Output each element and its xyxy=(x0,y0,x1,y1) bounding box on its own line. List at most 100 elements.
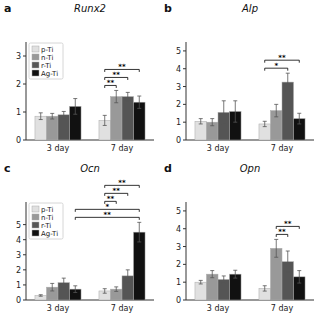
x-tick-label: 3 day xyxy=(207,304,230,313)
error-bar xyxy=(263,286,267,291)
error-bar xyxy=(50,283,54,291)
plot-area xyxy=(195,73,305,140)
error-bar xyxy=(114,90,118,102)
y-tick xyxy=(183,210,186,211)
error-bar xyxy=(137,96,141,108)
legend-label: n-Ti xyxy=(41,54,53,62)
sig-label: ** xyxy=(118,179,126,187)
error-bar xyxy=(263,121,267,126)
y-tick xyxy=(23,140,26,141)
y-tick xyxy=(183,104,186,105)
panel: 01233 day7 dayRunx2a******p-Tin-Tir-TiAg… xyxy=(4,2,154,153)
x-tick-label: 3 day xyxy=(47,144,70,153)
error-bar xyxy=(103,115,107,125)
sig-label: ** xyxy=(113,187,121,195)
legend: p-Tin-Tir-TiAg-Ti xyxy=(29,43,63,79)
error-bar xyxy=(210,271,214,278)
legend-swatch xyxy=(32,214,39,220)
error-bar xyxy=(137,222,141,242)
legend-label: n-Ti xyxy=(41,214,53,222)
sig-label: * xyxy=(274,62,278,70)
y-tick xyxy=(23,84,26,85)
error-bar xyxy=(39,295,43,297)
legend-label: r-Ti xyxy=(41,222,51,230)
y-tick xyxy=(183,68,186,69)
x-tick-label: 7 day xyxy=(271,144,294,153)
sig-label: ** xyxy=(107,195,115,203)
y-tick-label: 1 xyxy=(16,108,21,117)
error-bar xyxy=(39,113,43,120)
legend-label: Ag-Ti xyxy=(41,230,58,238)
y-tick-label: 0 xyxy=(176,296,181,305)
plot-area xyxy=(35,222,145,300)
y-tick xyxy=(183,86,186,87)
panel: 0123453 day7 dayAlpb*** xyxy=(164,2,314,153)
x-tick-label: 3 day xyxy=(47,304,70,313)
y-axis xyxy=(26,42,27,140)
legend-swatch xyxy=(32,54,39,60)
error-bar xyxy=(297,271,301,283)
title: Runx2 xyxy=(74,3,106,14)
error-bar xyxy=(103,289,107,294)
legend: p-Tin-Tir-TiAg-Ti xyxy=(29,203,63,239)
panel: 0123453 day7 dayOcnc*********p-Tin-Tir-T… xyxy=(4,162,154,313)
y-tick xyxy=(183,300,186,301)
error-bar xyxy=(222,276,226,283)
y-tick-label: 2 xyxy=(16,80,21,89)
panel-label: a xyxy=(4,2,11,15)
y-tick xyxy=(23,269,26,270)
y-tick xyxy=(183,246,186,247)
bar xyxy=(195,282,207,300)
y-tick-label: 4 xyxy=(16,236,21,245)
y-tick-label: 3 xyxy=(16,52,21,61)
panel-label: d xyxy=(164,162,172,175)
y-tick-label: 0 xyxy=(16,296,21,305)
sig-label: ** xyxy=(284,220,292,228)
y-tick xyxy=(183,140,186,141)
error-bar xyxy=(126,92,130,100)
y-tick xyxy=(23,284,26,285)
sig-label: ** xyxy=(278,228,286,236)
legend-frame xyxy=(29,43,63,79)
title: Opn xyxy=(240,163,261,174)
y-tick-label: 5 xyxy=(176,207,181,216)
bar xyxy=(122,97,134,140)
sig-label: * xyxy=(105,203,109,211)
bar xyxy=(35,295,47,300)
y-tick-label: 1 xyxy=(176,118,181,127)
y-tick-label: 3 xyxy=(176,243,181,252)
x-tick-label: 7 day xyxy=(111,144,134,153)
y-tick-label: 5 xyxy=(16,221,21,230)
error-bar xyxy=(62,111,66,118)
sig-label: ** xyxy=(107,79,115,87)
error-bar xyxy=(73,286,77,293)
legend-frame xyxy=(29,203,63,239)
chart: 01233 day7 dayRunx2a******p-Tin-Tir-TiAg… xyxy=(0,0,320,320)
sig-label: ** xyxy=(118,63,126,71)
plot-area xyxy=(195,239,305,300)
plot-area xyxy=(35,90,145,140)
error-bar xyxy=(286,73,290,91)
bar xyxy=(46,116,58,140)
error-bar xyxy=(62,278,66,287)
y-tick-label: 1 xyxy=(16,281,21,290)
y-tick xyxy=(183,50,186,51)
y-tick-label: 5 xyxy=(176,47,181,56)
y-tick-label: 3 xyxy=(16,251,21,260)
y-tick-label: 4 xyxy=(176,225,181,234)
error-bar xyxy=(274,239,278,257)
legend-swatch xyxy=(32,70,39,76)
bar xyxy=(58,115,70,140)
y-tick xyxy=(183,264,186,265)
y-tick xyxy=(183,282,186,283)
legend-swatch xyxy=(32,62,39,68)
legend-label: p-Ti xyxy=(41,206,53,214)
error-bar xyxy=(210,119,214,126)
y-tick xyxy=(23,300,26,301)
y-tick xyxy=(23,254,26,255)
y-tick xyxy=(23,112,26,113)
error-bar xyxy=(126,270,130,282)
panel: 0123453 day7 dayOpnd**** xyxy=(164,162,314,313)
y-tick xyxy=(183,228,186,229)
error-bar xyxy=(50,113,54,119)
